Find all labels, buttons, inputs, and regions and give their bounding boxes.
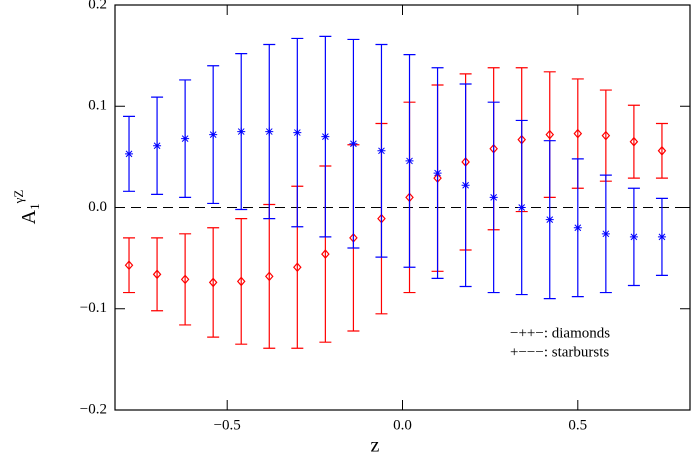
diamond-marker xyxy=(152,269,162,280)
asterisk-marker xyxy=(265,127,274,136)
diamond-marker xyxy=(208,277,218,288)
error-bar xyxy=(655,122,668,179)
asterisk-marker xyxy=(349,139,358,148)
y-tick-label: −0.2 xyxy=(80,401,107,417)
x-tick-label: 0.5 xyxy=(568,417,587,433)
y-tick-label: −0.1 xyxy=(80,300,107,316)
error-bar xyxy=(123,237,136,294)
diamond-marker xyxy=(124,260,134,271)
diamond-marker xyxy=(264,271,274,282)
x-axis-label: z xyxy=(371,435,380,457)
diamond-marker xyxy=(573,128,583,139)
asterisk-marker xyxy=(405,156,414,165)
diamond-marker xyxy=(601,130,611,141)
error-bar xyxy=(207,227,220,338)
y-tick-label: 0.1 xyxy=(88,98,107,114)
asterisk-marker xyxy=(545,215,554,224)
asterisk-marker xyxy=(153,141,162,150)
diamond-marker xyxy=(293,262,302,273)
asterisk-marker xyxy=(377,146,386,155)
error-bar xyxy=(235,218,248,345)
error-bar xyxy=(151,237,164,312)
asterisk-marker xyxy=(209,130,218,139)
y-label-base: A xyxy=(18,209,40,224)
y-tick-label: 0.0 xyxy=(88,199,107,215)
asterisk-marker xyxy=(321,132,330,141)
asterisk-marker xyxy=(125,149,134,158)
asterisk-marker xyxy=(293,128,302,137)
diamond-marker xyxy=(545,129,555,140)
error-bar xyxy=(179,233,192,326)
asterisk-marker xyxy=(629,232,638,241)
y-label-sup: γZ xyxy=(11,190,26,205)
legend-entry: −++−: diamonds xyxy=(510,325,610,341)
x-tick-label: −0.5 xyxy=(214,417,241,433)
diamond-marker xyxy=(629,136,639,147)
diamond-marker xyxy=(180,274,190,285)
x-tick-label: 0.0 xyxy=(393,417,412,433)
asterisk-marker xyxy=(433,169,442,178)
asterisk-marker xyxy=(237,127,246,136)
asterisk-marker xyxy=(573,223,582,232)
diamond-marker xyxy=(321,249,330,259)
asterisk-marker xyxy=(461,181,470,190)
diamond-marker xyxy=(236,276,246,287)
asterisk-marker xyxy=(517,203,526,212)
asterisk-marker xyxy=(601,229,610,238)
diamond-marker xyxy=(657,145,667,156)
error-bar xyxy=(627,104,640,179)
asterisk-marker xyxy=(489,193,498,202)
legend-entry: +−−−: starbursts xyxy=(510,344,609,360)
y-tick-label: 0.2 xyxy=(88,0,107,12)
y-label-sub: 1 xyxy=(27,203,42,210)
asterisk-marker xyxy=(181,134,190,143)
y-axis-label: A1γZ xyxy=(11,190,42,225)
asterisk-marker xyxy=(657,232,666,241)
